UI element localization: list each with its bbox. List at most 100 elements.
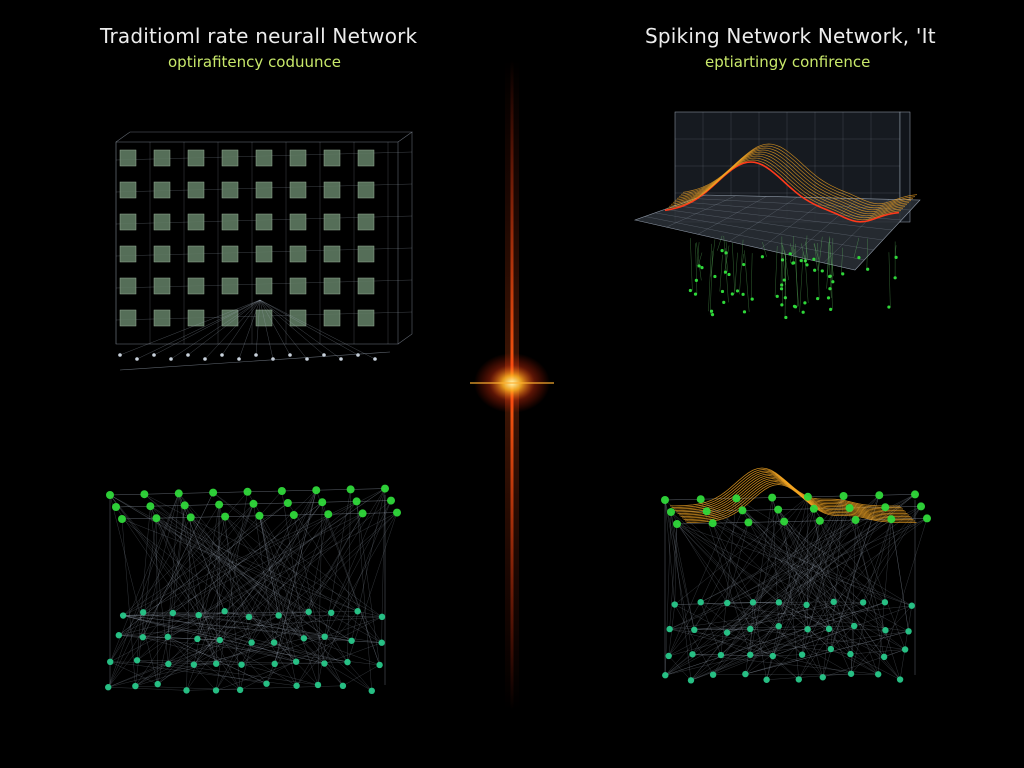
spike-node <box>742 310 747 314</box>
grid-block <box>289 181 307 199</box>
converging-line <box>238 299 261 360</box>
lattice-edge <box>225 516 382 643</box>
neuron-node <box>112 503 120 511</box>
converging-line <box>259 299 308 360</box>
lattice-edge <box>670 511 695 630</box>
neuron-node <box>146 502 155 511</box>
spike-stem <box>894 245 897 258</box>
lattice-edge <box>157 616 250 685</box>
top-layer-edge <box>742 509 779 511</box>
neuron-node <box>769 652 777 660</box>
lattice-edge <box>850 519 856 674</box>
neuron-node <box>839 492 848 500</box>
lattice-edge <box>156 518 220 641</box>
lattice-edge <box>777 509 851 655</box>
neuron-node <box>923 514 931 523</box>
lattice-edge <box>215 514 329 691</box>
grid-block <box>289 309 307 327</box>
lattice-edge <box>745 495 844 675</box>
lattice-edge <box>828 628 886 631</box>
neuron-node <box>830 598 837 606</box>
surface-curve <box>683 481 914 520</box>
lattice-edge <box>891 519 909 632</box>
grid-block <box>153 213 171 231</box>
lattice-edge <box>778 509 886 631</box>
grid-block <box>119 213 137 231</box>
lattice-edge <box>157 638 198 685</box>
lattice-edge <box>123 615 325 664</box>
neuron-node <box>139 609 147 616</box>
lattice-edge <box>784 521 886 603</box>
spike-node <box>793 305 798 309</box>
lattice-edge <box>109 494 309 612</box>
top-layer-edge <box>843 494 880 497</box>
neuron-node <box>321 633 328 640</box>
neuron-node <box>152 514 161 523</box>
lattice-edge <box>150 506 297 662</box>
lattice-edge <box>142 493 179 638</box>
lattice-edge <box>324 636 352 641</box>
grid-block <box>153 309 171 327</box>
spike-stem <box>696 242 702 281</box>
lattice-edge <box>216 504 220 664</box>
base-node <box>237 357 241 361</box>
top-layer-edge <box>281 489 317 492</box>
lattice-edge <box>259 515 279 616</box>
lattice-edge <box>726 507 850 633</box>
spike-stem <box>790 246 794 264</box>
grid-block <box>323 309 341 327</box>
neuron-node <box>780 517 789 526</box>
lattice-edge <box>713 518 928 675</box>
spike-stem <box>799 251 804 313</box>
neuron-node <box>212 687 220 694</box>
neuron-node <box>216 636 224 644</box>
grid-block <box>255 149 273 167</box>
lattice-edge <box>700 602 909 632</box>
lattice-edge <box>745 507 850 675</box>
top-layer-edge <box>819 519 856 522</box>
lattice-edge <box>778 509 885 657</box>
neuron-node <box>847 670 855 677</box>
floor-grid-line <box>644 216 865 261</box>
spike-node <box>894 255 898 259</box>
grid-block <box>119 245 137 263</box>
lattice-edge <box>727 522 749 604</box>
grid-block <box>221 245 239 263</box>
lattice-edge <box>783 521 834 602</box>
spike-node <box>742 262 746 267</box>
lattice-edge <box>281 490 305 639</box>
lattice-edge <box>186 502 323 691</box>
spike-stem <box>725 248 729 273</box>
grid-block <box>187 181 205 199</box>
lattice-edge <box>123 612 173 616</box>
lattice-edge <box>736 498 912 606</box>
neuron-node <box>133 657 141 664</box>
top-layer-edge <box>748 521 785 523</box>
spike-node <box>792 261 796 265</box>
lattice-edge <box>694 522 749 630</box>
base-node <box>322 353 326 357</box>
lattice-edge <box>331 500 392 613</box>
lattice-edge <box>240 616 383 691</box>
neuron-node <box>881 599 889 606</box>
lattice-edge <box>144 494 372 691</box>
lattice-edge <box>727 601 834 633</box>
lattice-edge <box>213 492 383 617</box>
lattice-edge <box>123 615 352 641</box>
neuron-node <box>118 515 126 523</box>
neuron-node <box>344 658 351 666</box>
spike-node <box>812 257 816 261</box>
neuron-node <box>381 484 389 493</box>
rate-network-block-grid <box>115 131 413 371</box>
lattice-edge <box>819 520 879 675</box>
grid-block <box>323 213 341 231</box>
lattice-edge <box>771 497 807 605</box>
spike-stem <box>781 236 783 305</box>
lattice-edge <box>135 642 275 687</box>
lattice-edge <box>156 518 158 685</box>
grid-block <box>323 181 341 199</box>
grid-block <box>119 181 137 199</box>
spike-node <box>723 270 728 274</box>
grid-block <box>357 309 375 327</box>
grid-block <box>357 213 375 231</box>
